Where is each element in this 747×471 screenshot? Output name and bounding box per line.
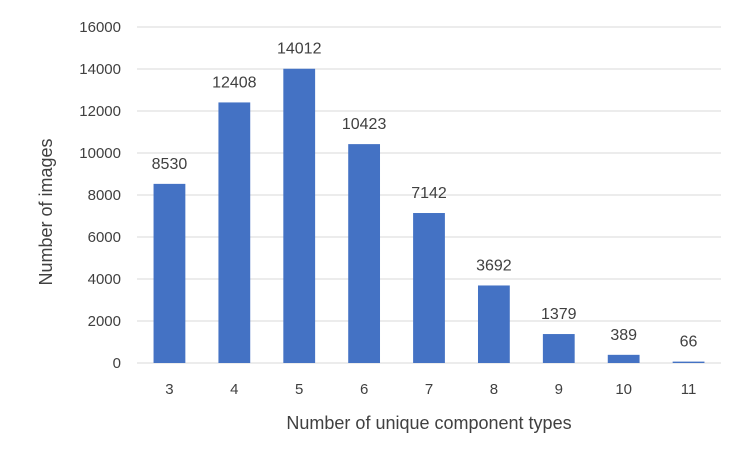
- data-label: 12408: [212, 74, 257, 91]
- y-tick-label: 10000: [79, 145, 121, 162]
- data-label: 8530: [152, 156, 188, 173]
- y-tick-label: 6000: [88, 229, 121, 246]
- bar: [607, 354, 640, 363]
- y-tick-label: 4000: [88, 271, 121, 288]
- data-label: 66: [680, 334, 698, 351]
- data-label: 389: [610, 327, 637, 344]
- y-tick-label: 2000: [88, 313, 121, 330]
- data-label: 7142: [411, 185, 447, 202]
- bar: [348, 144, 381, 363]
- x-axis-title: Number of unique component types: [286, 413, 571, 433]
- y-tick-label: 14000: [79, 61, 121, 78]
- x-tick-labels: 3 4 5 6 7 8 9 10 11: [165, 381, 696, 398]
- data-label: 14012: [277, 41, 322, 58]
- data-labels: 8530 12408 14012 10423 7142 3692 1379 389 66: [152, 41, 698, 351]
- bars: [153, 68, 705, 364]
- data-label: 1379: [541, 306, 577, 323]
- x-tick-label: 10: [615, 381, 632, 398]
- x-tick-label: 9: [555, 381, 563, 398]
- data-label: 10423: [342, 116, 387, 133]
- bar: [672, 361, 705, 363]
- y-tick-label: 0: [113, 355, 121, 372]
- x-tick-label: 3: [165, 381, 173, 398]
- bar: [153, 183, 186, 363]
- y-tick-labels: 0 2000 4000 6000 8000 10000 12000 14000 16000: [79, 19, 121, 372]
- x-tick-label: 11: [681, 381, 697, 398]
- x-tick-label: 6: [360, 381, 368, 398]
- x-tick-label: 5: [295, 381, 303, 398]
- x-tick-label: 4: [230, 381, 238, 398]
- x-tick-label: 7: [425, 381, 433, 398]
- y-tick-label: 16000: [79, 19, 121, 36]
- y-axis-title: Number of images: [36, 138, 56, 285]
- x-tick-label: 8: [490, 381, 498, 398]
- bar: [542, 334, 575, 363]
- bar: [218, 102, 251, 363]
- bar: [477, 285, 510, 363]
- data-label: 3692: [476, 257, 512, 274]
- y-tick-label: 12000: [79, 103, 121, 120]
- bar: [283, 68, 316, 364]
- bar: [413, 213, 445, 363]
- y-tick-label: 8000: [88, 187, 121, 204]
